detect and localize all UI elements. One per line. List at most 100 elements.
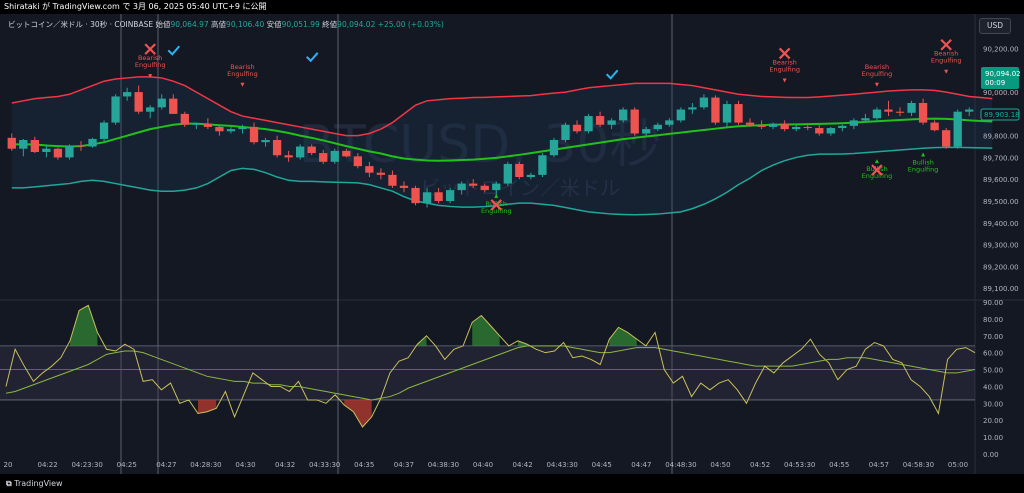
bullish-arrow	[874, 159, 879, 164]
time-tick: 04:42	[512, 461, 532, 469]
candle-body	[642, 129, 651, 134]
bullish-label: Bullish	[912, 159, 934, 167]
candle-body	[619, 109, 628, 121]
bearish-label: Engulfing	[135, 61, 166, 69]
candle-body	[492, 183, 501, 191]
candle-body	[792, 126, 801, 130]
grid	[0, 14, 1024, 474]
time-tick: 04:27	[156, 461, 176, 469]
time-tick: 04:37	[394, 461, 414, 469]
candle-body	[226, 129, 236, 132]
bearish-arrow	[148, 74, 153, 79]
candle-body	[861, 118, 870, 121]
candle-body	[918, 102, 928, 123]
oscillator-tick: 70.00	[983, 333, 1003, 341]
close-label: 終値	[322, 20, 338, 29]
chart-frame[interactable]: BTCUSD, 30秒 ビットコイン／米ドル Bearish Engulfing B…	[0, 14, 1024, 474]
candle-body	[872, 109, 882, 119]
oversold-fill	[344, 399, 372, 427]
candle-body	[330, 150, 339, 162]
time-tick: 04:38:30	[428, 461, 459, 469]
currency-button[interactable]: USD	[979, 18, 1011, 34]
axes: 90,200.0090,100.0090,000.0089,900.0089,8…	[4, 46, 1019, 469]
bearish-arrow	[240, 82, 245, 87]
time-tick: 04:50	[710, 461, 730, 469]
candle-body	[526, 174, 536, 178]
candle-body	[307, 146, 316, 154]
candle-body	[180, 113, 189, 125]
price-tags: 90,094.02 00:09 89,903.18	[980, 67, 1021, 121]
time-tick: 04:55	[829, 461, 849, 469]
time-tick: 04:52	[750, 461, 770, 469]
candle-body	[422, 192, 432, 204]
candle-body	[515, 163, 524, 178]
oscillator-tick: 20.00	[983, 417, 1003, 425]
price-tick: 89,400.00	[983, 220, 1019, 228]
candle-body	[272, 140, 282, 156]
change-value: +25.00 (+0.03%)	[377, 20, 444, 29]
candle-body	[838, 125, 847, 129]
candle-body	[399, 185, 409, 188]
oversold-fill	[197, 399, 217, 414]
bullish-label: Engulfing	[862, 172, 893, 180]
candle-body	[572, 124, 582, 132]
candle-body	[342, 150, 351, 157]
oscillator-line	[5, 304, 976, 428]
bearish-label: Bearish	[865, 63, 889, 71]
time-tick: 04:22	[37, 461, 57, 469]
close-value: 90,094.02	[337, 20, 376, 29]
time-tick: 04:57	[869, 461, 889, 469]
bearish-label: Engulfing	[227, 70, 258, 78]
candle-body	[895, 111, 905, 113]
candle-body	[215, 126, 224, 132]
time-tick: 05:00	[948, 461, 968, 469]
overbought-fill	[69, 305, 98, 346]
candle-body	[99, 122, 109, 139]
candle-body	[261, 140, 270, 143]
candle-body	[388, 174, 397, 186]
check-marker	[305, 52, 319, 63]
price-tick: 89,600.00	[983, 176, 1019, 184]
price-tick: 89,100.00	[983, 285, 1019, 293]
price-tick: 89,300.00	[983, 242, 1019, 250]
candle-body	[688, 107, 697, 110]
time-tick: 04:33:30	[309, 461, 340, 469]
candle-body	[65, 145, 74, 158]
candle-body	[203, 123, 213, 127]
check-marker	[167, 45, 181, 56]
candle-body	[284, 155, 293, 158]
footer-brand: TradingView	[14, 479, 63, 488]
candle-body	[953, 111, 962, 147]
candle-body	[803, 126, 812, 129]
basis-line	[11, 117, 993, 162]
candles	[7, 85, 974, 208]
price-tick: 89,800.00	[983, 133, 1019, 141]
oscillator-tick: 90.00	[983, 299, 1003, 307]
secondary-price-tag	[980, 108, 1020, 121]
candle-body	[676, 109, 685, 121]
time-tick: 20	[4, 461, 13, 469]
candle-body	[319, 153, 328, 162]
candle-body	[134, 92, 143, 112]
candle-body	[653, 124, 662, 130]
candle-body	[757, 124, 766, 127]
time-tick: 04:25	[117, 461, 137, 469]
candle-body	[469, 183, 478, 186]
candle-body	[157, 98, 166, 108]
bullish-arrow	[921, 152, 926, 157]
symbol-label: ビットコイン／米ドル · 30秒 · COINBASE	[8, 20, 154, 29]
signal-line	[5, 345, 976, 401]
candle-body	[711, 97, 720, 123]
time-tick: 04:53:30	[784, 461, 815, 469]
candle-body	[249, 126, 259, 143]
bands	[11, 76, 993, 216]
oscillator-tick: 80.00	[983, 316, 1003, 324]
low-label: 安値	[266, 20, 282, 29]
candle-body	[365, 166, 374, 173]
candle-body	[965, 109, 974, 112]
time-tick: 04:30	[235, 461, 255, 469]
candle-body	[503, 163, 512, 184]
legend: ビットコイン／米ドル · 30秒 · COINBASE 始値90,064.97 …	[8, 19, 444, 30]
